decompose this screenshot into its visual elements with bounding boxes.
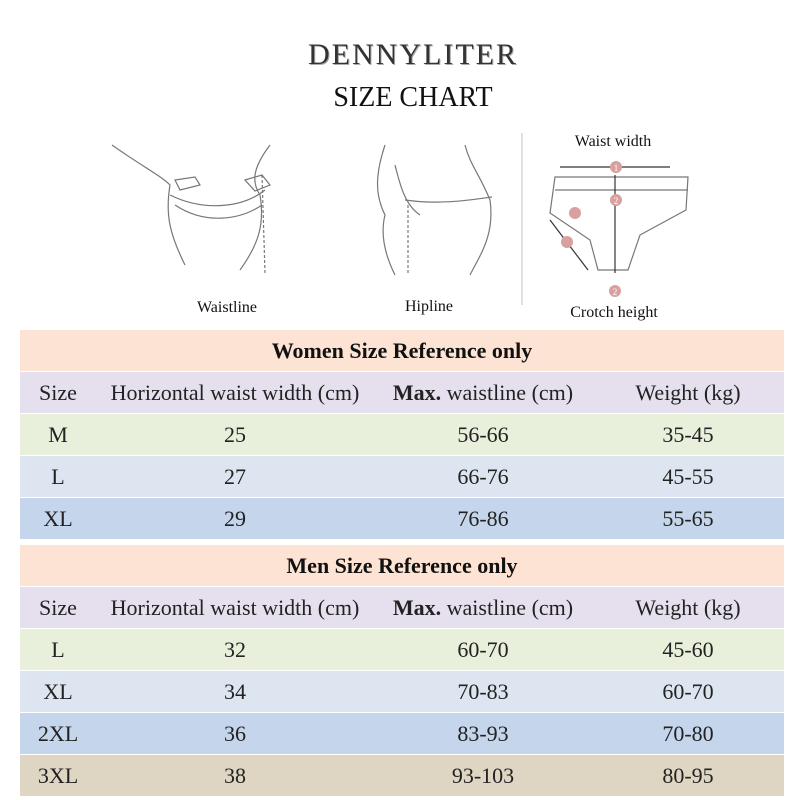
table-cell: 60-70 bbox=[457, 637, 509, 662]
table-cell: 83-93 bbox=[457, 721, 509, 746]
table-cell: 60-70 bbox=[662, 679, 714, 704]
header-bold: Max. bbox=[392, 595, 442, 620]
table-cell: L bbox=[51, 464, 65, 489]
brief-diagram: 1 2 2 bbox=[549, 161, 689, 297]
table-cell: 2XL bbox=[37, 721, 79, 746]
column-header: Horizontal waist width (cm) bbox=[110, 380, 360, 405]
table-cell: 32 bbox=[224, 637, 246, 662]
brand: DENNYLITER bbox=[308, 38, 518, 71]
column-header: Size bbox=[39, 595, 77, 620]
header-text: waistline (cm) bbox=[446, 380, 574, 405]
illustrations: 1 2 2 bbox=[111, 133, 689, 305]
table-cell: 55-65 bbox=[662, 506, 714, 531]
figure-label: Waist width bbox=[574, 133, 652, 150]
table-cell: 70-83 bbox=[457, 679, 509, 704]
waist-figure bbox=[111, 144, 271, 274]
table-row: L 27 66-76 45-55 bbox=[20, 456, 784, 497]
table-cell: M bbox=[48, 422, 68, 447]
table-cell: 36 bbox=[224, 721, 246, 746]
table-cell: L bbox=[51, 637, 65, 662]
table-row: 2XL 36 83-93 70-80 bbox=[20, 713, 784, 754]
table-cell: 25 bbox=[224, 422, 246, 447]
header-text: waistline (cm) bbox=[446, 595, 574, 620]
marker: 2 bbox=[614, 196, 619, 206]
table-cell: 45-60 bbox=[662, 637, 714, 662]
table-row: L 32 60-70 45-60 bbox=[20, 629, 784, 670]
table-cell: 66-76 bbox=[457, 464, 509, 489]
column-header: Weight (kg) bbox=[635, 380, 741, 405]
column-header: Max. waistline (cm) bbox=[393, 587, 573, 628]
table-title-row: Men Size Reference only bbox=[20, 545, 784, 586]
table-cell: 3XL bbox=[37, 763, 79, 788]
figure-label: Waistline bbox=[196, 299, 258, 316]
column-header: Weight (kg) bbox=[635, 595, 741, 620]
header-row: Size Horizontal waist width (cm) Max. wais… bbox=[20, 372, 784, 413]
figure-label: Crotch height bbox=[570, 304, 658, 321]
table-cell: 27 bbox=[224, 464, 246, 489]
table-row: 3XL 38 93-103 80-95 bbox=[20, 755, 784, 796]
table-title-row: Women Size Reference only bbox=[20, 330, 784, 371]
table-cell: 56-66 bbox=[457, 422, 509, 447]
table-cell: 35-45 bbox=[662, 422, 714, 447]
hip-figure bbox=[376, 144, 493, 276]
table-row: XL 29 76-86 55-65 bbox=[20, 498, 784, 539]
header-bold: Max. bbox=[392, 380, 442, 405]
table-row: XL 34 70-83 60-70 bbox=[20, 671, 784, 712]
table-cell: 45-55 bbox=[662, 464, 714, 489]
table-cell: 34 bbox=[224, 679, 246, 704]
figure-label: Hipline bbox=[405, 298, 453, 315]
table-title: Men Size Reference only bbox=[286, 553, 518, 578]
table-cell: 29 bbox=[224, 506, 246, 531]
marker: 1 bbox=[614, 163, 619, 173]
header-row: Size Horizontal waist width (cm) Max. wais… bbox=[20, 587, 784, 628]
column-header: Size bbox=[39, 380, 77, 405]
table-row: M 25 56-66 35-45 bbox=[20, 414, 784, 455]
table-cell: 38 bbox=[224, 763, 246, 788]
table-title: Women Size Reference only bbox=[271, 338, 533, 363]
title: SIZE CHART bbox=[333, 82, 493, 113]
marker: 2 bbox=[613, 287, 618, 297]
table-cell: XL bbox=[43, 679, 73, 704]
table-cell: 80-95 bbox=[662, 763, 714, 788]
column-header: Horizontal waist width (cm) bbox=[110, 595, 360, 620]
table-cell: 93-103 bbox=[451, 763, 515, 788]
column-header: Max. waistline (cm) bbox=[393, 372, 573, 413]
table-cell: 76-86 bbox=[457, 506, 509, 531]
table-cell: 70-80 bbox=[662, 721, 714, 746]
table-cell: XL bbox=[43, 506, 73, 531]
